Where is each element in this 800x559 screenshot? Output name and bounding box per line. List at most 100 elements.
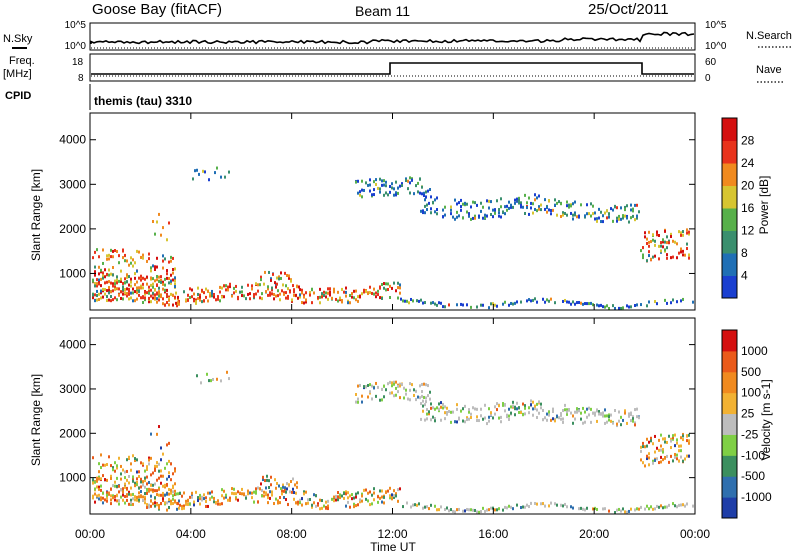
echo-cell <box>150 494 152 498</box>
echo-cell <box>480 407 482 411</box>
freq-trace <box>91 62 694 75</box>
echo-cell <box>205 287 207 291</box>
echo-cell <box>270 277 272 281</box>
echo-cell <box>104 292 106 296</box>
echo-cell <box>128 492 130 496</box>
echo-cell <box>357 299 359 303</box>
echo-cell <box>642 461 644 465</box>
echo-cell <box>434 210 436 214</box>
echo-cell <box>353 505 355 509</box>
echo-cell <box>395 386 397 390</box>
echo-cell <box>273 502 275 506</box>
echo-cell <box>114 469 116 473</box>
echo-cell <box>470 217 472 221</box>
echo-cell <box>381 296 383 300</box>
echo-cell <box>337 498 339 502</box>
echo-cell <box>395 289 397 293</box>
echo-cell <box>201 300 203 304</box>
echo-cell <box>134 299 136 303</box>
echo-cell <box>156 464 158 468</box>
echo-cell <box>654 254 656 258</box>
echo-cell <box>502 210 504 214</box>
echo-cell <box>642 256 644 260</box>
echo-cell <box>430 418 432 422</box>
echo-cell <box>172 472 174 476</box>
echo-cell <box>185 502 187 506</box>
echo-cell <box>164 483 166 487</box>
echo-cell <box>309 293 311 297</box>
echo-cell <box>660 460 662 464</box>
echo-cell <box>265 486 267 490</box>
echo-cell <box>520 506 522 510</box>
echo-cell <box>243 493 245 497</box>
echo-cell <box>383 395 385 399</box>
echo-cell <box>426 203 428 207</box>
echo-cell <box>128 297 130 301</box>
echo-cell <box>290 480 292 484</box>
echo-cell <box>148 480 150 484</box>
echo-cell <box>138 491 140 495</box>
echo-cell <box>164 290 166 294</box>
echo-cell <box>478 419 480 423</box>
echo-cell <box>146 487 148 491</box>
echo-cell <box>580 203 582 207</box>
echo-cell <box>241 492 243 496</box>
echo-cell <box>670 446 672 450</box>
echo-cell <box>126 259 128 263</box>
echo-cell <box>387 489 389 493</box>
echo-cell <box>604 421 606 425</box>
echo-cell <box>94 480 96 484</box>
echo-cell <box>160 474 162 478</box>
echo-cell <box>550 297 552 301</box>
echo-cell <box>566 300 568 304</box>
echo-cell <box>296 481 298 485</box>
echo-cell <box>144 298 146 302</box>
echo-cell <box>126 292 128 296</box>
echo-cell <box>642 441 644 445</box>
echo-cell <box>429 397 431 401</box>
echo-cell <box>287 287 289 291</box>
echo-cell <box>654 507 656 511</box>
echo-cell <box>365 497 367 501</box>
echo-cell <box>136 470 138 474</box>
echo-cell <box>189 287 191 291</box>
echo-cell <box>427 394 429 398</box>
echo-cell <box>432 200 434 204</box>
echo-cell <box>96 476 98 480</box>
echo-cell <box>670 437 672 441</box>
echo-cell <box>674 240 676 244</box>
echo-cell <box>500 197 502 201</box>
echo-cell <box>191 288 193 292</box>
echo-cell <box>287 503 289 507</box>
echo-cell <box>268 486 270 490</box>
echo-cell <box>357 503 359 507</box>
echo-cell <box>383 286 385 290</box>
echo-cell <box>482 216 484 220</box>
echo-cell <box>580 301 582 305</box>
echo-cell <box>327 291 329 295</box>
echo-cell <box>624 214 626 218</box>
echo-cell <box>96 479 98 483</box>
echo-cell <box>118 484 120 488</box>
echo-cell <box>570 411 572 415</box>
echo-cell <box>496 402 498 406</box>
echo-cell <box>530 403 532 407</box>
echo-cell <box>618 214 620 218</box>
echo-cell <box>423 382 425 386</box>
echo-cell <box>426 208 428 212</box>
echo-cell <box>120 477 122 481</box>
echo-cell <box>546 206 548 210</box>
echo-cell <box>377 495 379 499</box>
echo-cell <box>496 304 498 308</box>
echo-cell <box>642 445 644 449</box>
echo-cell <box>371 493 373 497</box>
echo-cell <box>385 288 387 292</box>
echo-cell <box>327 504 329 508</box>
echo-cell <box>596 419 598 423</box>
echo-cell <box>572 421 574 425</box>
echo-cell <box>572 300 574 304</box>
echo-cell <box>670 301 672 305</box>
echo-cell <box>684 504 686 508</box>
echo-cell <box>592 303 594 307</box>
echo-cell <box>138 250 140 254</box>
